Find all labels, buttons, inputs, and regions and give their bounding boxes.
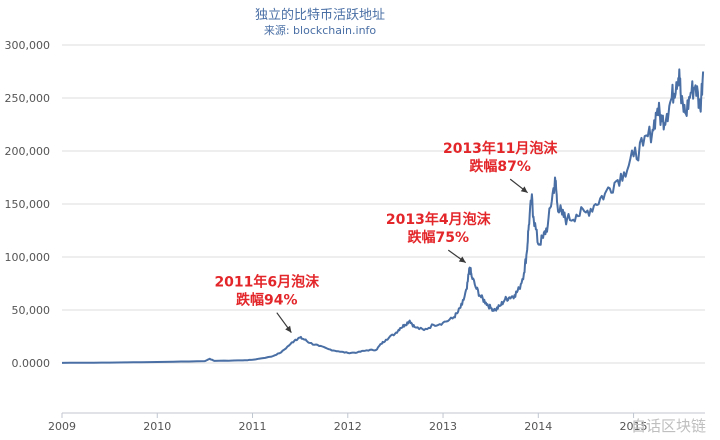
y-tick-label: 200,000 [5,145,51,158]
y-tick-label: 150,000 [5,198,51,211]
x-tick-label: 2009 [48,420,76,433]
x-tick-label: 2012 [334,420,362,433]
chart-title: 独立的比特币活跃地址 [255,7,385,23]
x-axis-ticks: 2009 2010 2011 2012 2013 2014 2015 [48,413,648,433]
y-tick-label: 300,000 [5,39,51,52]
x-tick-label: 2010 [143,420,171,433]
watermark-text: 自话区块链 [631,417,706,435]
x-tick-label: 2014 [524,420,552,433]
annotation-arrowhead [285,325,292,333]
y-tick-label: 250,000 [5,92,51,105]
y-axis-ticks: 0.0000 50,000 100,000 150,000 200,000 250,000… [5,39,51,370]
x-tick-label: 2011 [239,420,267,433]
annotation-title: 2011年6月泡沫 [214,274,320,291]
y-tick-label: 100,000 [5,251,51,264]
series-layer [61,68,705,364]
y-tick-label: 50,000 [12,304,51,317]
annotation-title: 2013年11月泡沫 [443,140,558,157]
y-tick-label: 0.0000 [12,357,51,370]
annotation-drop: 跌幅75% [408,229,470,246]
chart-subtitle: 来源: blockchain.info [264,23,377,37]
grid-lines [62,44,705,364]
series-line [61,68,705,364]
annotation-drop: 跌幅87% [469,158,531,175]
annotation-drop: 跌幅94% [236,292,298,309]
x-tick-label: 2015 [620,420,648,433]
x-tick-label: 2013 [429,420,457,433]
annotation-arrowhead [458,256,466,263]
annotation-arrowhead [520,186,528,193]
annotation-title: 2013年4月泡沫 [386,211,492,228]
